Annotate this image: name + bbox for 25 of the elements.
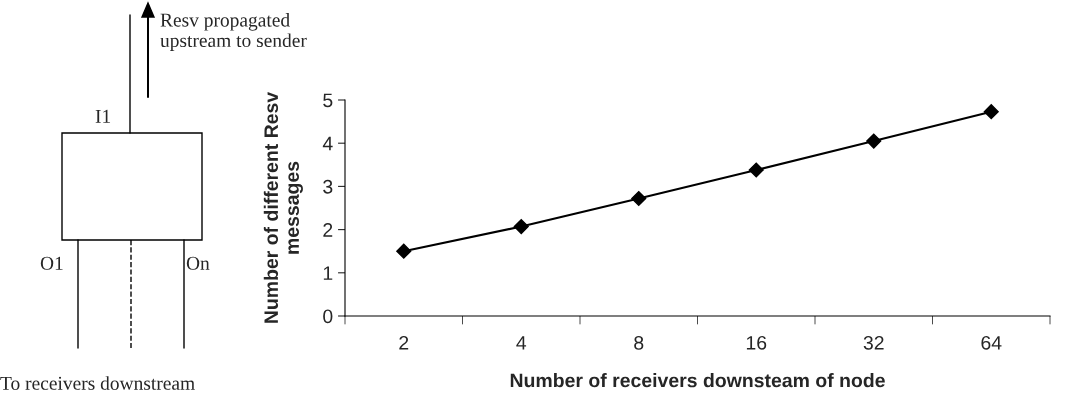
text: On	[186, 256, 210, 270]
point	[748, 162, 764, 178]
x-tick-label: 2	[399, 335, 409, 350]
x-axis-title: Number of receivers downsteam of node	[510, 373, 885, 388]
x-tick-label: 4	[516, 336, 527, 350]
text: O1	[40, 256, 63, 270]
y-tick-label: 3	[323, 179, 333, 194]
point	[513, 219, 529, 235]
y-axis-title: Number of different Resv messages	[263, 91, 303, 323]
y-tick-label: 0	[323, 309, 333, 324]
x-tick-label: 64	[981, 335, 1002, 350]
y-tick-label: 1	[323, 266, 333, 280]
point	[983, 104, 999, 120]
point	[866, 133, 882, 149]
y-tick-label: 5	[323, 93, 333, 108]
x-tick-label: 32	[863, 335, 884, 350]
text: Resv propagated upstream to sender	[160, 12, 307, 52]
x-tick-label: 16	[746, 335, 767, 350]
text: I1	[95, 109, 111, 123]
point	[396, 243, 412, 259]
y-tick-label: 2	[323, 223, 333, 237]
text: To receivers downstream	[0, 376, 195, 390]
y-tick-label: 4	[322, 136, 333, 151]
point	[631, 190, 647, 207]
x-tick-label: 8	[634, 335, 644, 350]
